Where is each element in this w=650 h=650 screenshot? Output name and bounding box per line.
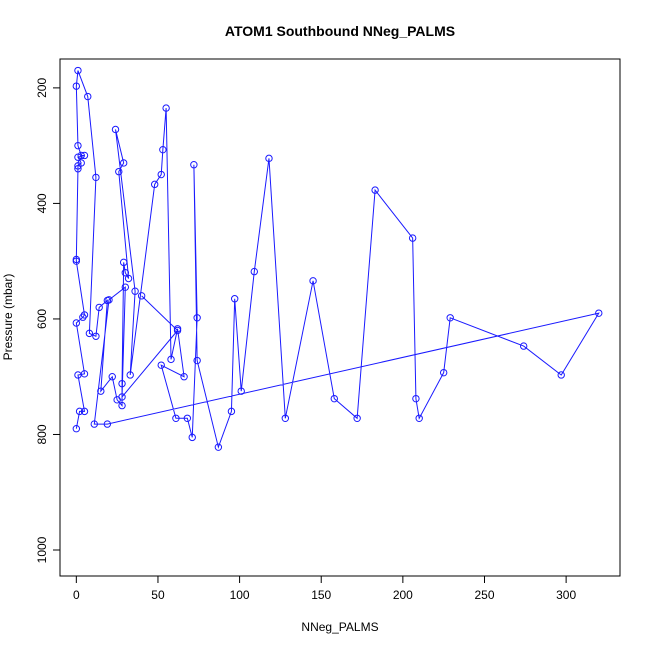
data-point	[214, 443, 223, 451]
series-layer	[72, 66, 603, 451]
data-point	[80, 151, 89, 160]
data-point	[74, 165, 82, 173]
chart-title: ATOM1 Southbound NNeg_PALMS	[225, 23, 455, 39]
y-tick-label: 800	[35, 424, 49, 444]
x-tick-label: 0	[73, 588, 80, 602]
data-point	[439, 368, 448, 377]
data-point	[172, 414, 180, 423]
x-tick-label: 200	[393, 588, 413, 602]
data-point	[111, 125, 120, 134]
data-point	[190, 161, 198, 169]
data-point	[79, 313, 87, 321]
data-point	[157, 170, 165, 179]
data-point	[353, 414, 361, 423]
x-tick-label: 100	[230, 588, 250, 602]
data-point	[95, 303, 103, 312]
data-point	[72, 319, 81, 327]
data-point	[80, 311, 89, 319]
data-point	[119, 258, 128, 267]
x-tick-label: 50	[151, 588, 165, 602]
plot-frame	[59, 58, 621, 577]
data-point	[193, 314, 201, 322]
data-point	[80, 407, 89, 416]
data-point	[162, 104, 170, 112]
y-tick-label: 400	[35, 193, 49, 213]
data-point	[92, 332, 100, 340]
y-tick-label: 200	[35, 78, 49, 98]
data-point	[85, 329, 94, 338]
data-point	[124, 274, 133, 283]
x-axis-label: NNeg_PALMS	[301, 620, 378, 634]
data-point	[250, 267, 258, 276]
data-point	[188, 433, 196, 442]
x-axis: 0 50 100 150 200 250 300	[73, 576, 576, 602]
data-point	[159, 145, 167, 154]
data-point	[118, 393, 126, 401]
data-point	[74, 66, 82, 75]
x-tick-label: 250	[474, 588, 494, 602]
data-point	[80, 370, 89, 378]
data-point	[265, 154, 273, 163]
data-point	[115, 167, 123, 176]
data-point	[519, 342, 528, 350]
data-point	[167, 355, 175, 364]
data-point	[237, 387, 245, 395]
data-point	[180, 373, 188, 381]
data-point	[118, 401, 126, 410]
data-point	[193, 356, 201, 365]
data-point	[75, 407, 84, 416]
data-point	[121, 283, 130, 291]
data-point	[309, 277, 317, 285]
data-point	[84, 92, 92, 101]
data-point	[173, 326, 182, 335]
data-point	[72, 82, 81, 90]
data-point	[281, 414, 290, 423]
data-point	[97, 387, 105, 395]
data-point	[446, 314, 454, 322]
data-point	[137, 292, 146, 300]
data-point	[126, 371, 134, 379]
data-point	[105, 296, 113, 304]
data-point	[131, 287, 139, 295]
data-point	[118, 379, 126, 388]
data-point	[72, 255, 81, 264]
data-point	[230, 295, 239, 303]
data-point	[408, 234, 417, 242]
data-point	[72, 424, 81, 433]
y-tick-label: 1000	[35, 536, 49, 563]
data-point	[227, 407, 236, 416]
x-tick-label: 150	[311, 588, 331, 602]
data-point	[330, 394, 338, 403]
data-point	[183, 414, 192, 423]
data-point	[108, 373, 116, 381]
data-point	[103, 420, 112, 428]
data-point	[119, 159, 128, 167]
data-point	[371, 186, 379, 194]
data-point	[415, 414, 423, 423]
data-point	[90, 420, 98, 428]
data-point	[412, 394, 420, 403]
series-line	[75, 70, 600, 449]
data-point	[74, 141, 82, 150]
data-point	[77, 151, 85, 160]
data-point	[77, 159, 85, 167]
x-tick-label: 300	[556, 588, 576, 602]
data-point	[557, 371, 565, 379]
y-tick-label: 600	[35, 309, 49, 329]
data-point	[92, 173, 100, 182]
y-axis-label: Pressure (mbar)	[1, 274, 15, 361]
y-axis: 200 400 600 800 1000	[35, 78, 60, 563]
data-point	[157, 361, 165, 369]
data-point	[121, 269, 130, 277]
data-point	[595, 309, 603, 317]
data-point	[150, 180, 159, 189]
